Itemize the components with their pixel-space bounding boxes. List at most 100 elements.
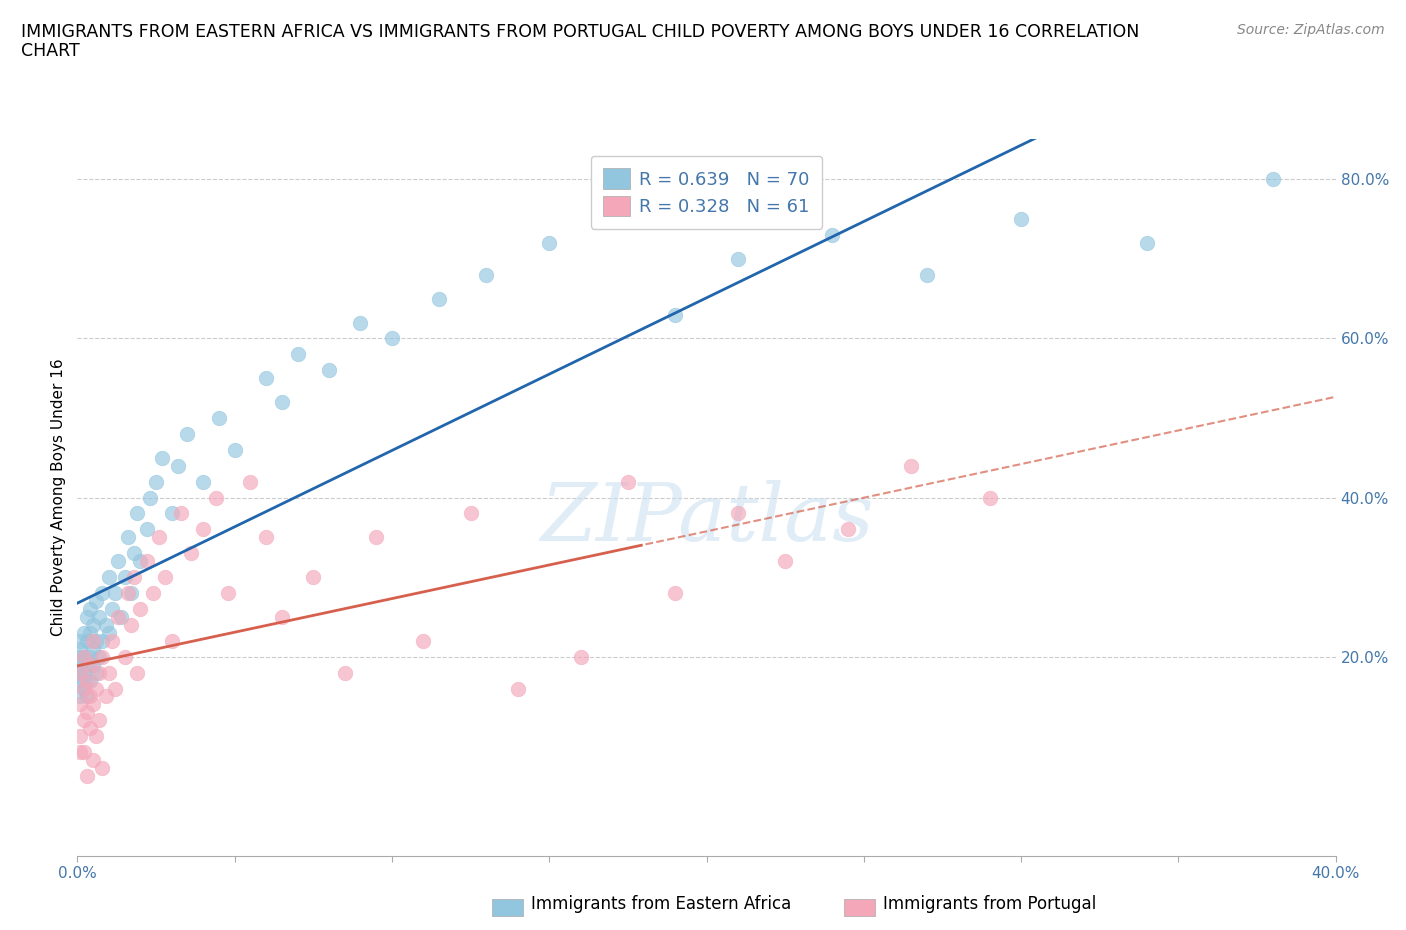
Point (104, 681, 127, 696)
Point (89, 609, 111, 624)
Point (69, 745, 91, 760)
Point (79, 625, 101, 640)
Point (89, 665, 111, 680)
Point (84, 665, 107, 680)
Point (91, 761, 114, 776)
Point (302, 570, 325, 585)
Point (82, 697, 104, 711)
Point (72, 625, 94, 640)
Point (101, 633, 124, 648)
Point (101, 602, 124, 617)
Point (191, 522, 215, 537)
Y-axis label: Child Poverty Among Boys Under 16: Child Poverty Among Boys Under 16 (51, 359, 66, 636)
Point (270, 609, 292, 624)
Point (176, 427, 198, 442)
Point (318, 363, 340, 378)
Text: ZIPatlas: ZIPatlas (540, 480, 873, 558)
Point (76, 633, 98, 648)
Point (69, 665, 91, 680)
Point (217, 586, 239, 601)
Point (142, 586, 165, 601)
Point (79, 649, 101, 664)
Text: IMMIGRANTS FROM EASTERN AFRICA VS IMMIGRANTS FROM PORTUGAL CHILD POVERTY AMONG B: IMMIGRANTS FROM EASTERN AFRICA VS IMMIGR… (21, 23, 1139, 41)
Point (900, 458, 922, 473)
Point (110, 609, 132, 624)
Point (117, 586, 139, 601)
Point (135, 522, 157, 537)
Point (69, 673, 91, 688)
Point (160, 506, 183, 521)
Point (79, 689, 101, 704)
Point (366, 530, 388, 545)
Point (84, 633, 107, 648)
Point (79, 658, 101, 672)
Point (617, 474, 640, 489)
Point (120, 618, 142, 632)
Point (72, 681, 94, 696)
Point (191, 474, 215, 489)
Text: Source: ZipAtlas.com: Source: ZipAtlas.com (1237, 23, 1385, 37)
Point (72, 745, 94, 760)
Point (122, 546, 145, 561)
Point (69, 729, 91, 744)
Point (170, 506, 193, 521)
Point (82, 633, 104, 648)
Point (72, 673, 94, 688)
Legend: R = 0.639   N = 70, R = 0.328   N = 61: R = 0.639 N = 70, R = 0.328 N = 61 (591, 155, 823, 229)
Point (76, 768, 98, 783)
Point (1261, 172, 1284, 187)
Point (84, 593, 107, 608)
Point (1010, 212, 1032, 227)
Point (155, 570, 177, 585)
Point (91, 586, 114, 601)
Point (208, 410, 231, 425)
Point (79, 602, 101, 617)
Text: Immigrants from Eastern Africa: Immigrants from Eastern Africa (531, 895, 792, 913)
Point (69, 665, 91, 680)
Point (76, 689, 98, 704)
Point (254, 530, 277, 545)
Point (117, 530, 139, 545)
Point (89, 649, 111, 664)
Point (104, 586, 127, 601)
Point (76, 609, 98, 624)
Point (82, 618, 104, 632)
Point (76, 673, 98, 688)
Point (82, 752, 104, 767)
Point (84, 729, 107, 744)
Point (127, 506, 149, 521)
Point (72, 665, 94, 680)
Point (148, 530, 170, 545)
Point (76, 658, 98, 672)
Point (79, 673, 101, 688)
Point (91, 633, 114, 648)
Point (180, 546, 202, 561)
Point (538, 235, 561, 250)
Point (97, 665, 120, 680)
Point (72, 649, 94, 664)
Point (381, 331, 404, 346)
Point (333, 665, 356, 680)
Point (72, 681, 94, 696)
Point (150, 450, 173, 465)
Point (114, 649, 136, 664)
Point (979, 490, 1001, 505)
Point (76, 705, 98, 720)
Point (160, 633, 183, 648)
Point (506, 681, 529, 696)
Point (270, 394, 292, 409)
Point (97, 625, 120, 640)
Point (72, 649, 94, 664)
Point (204, 490, 226, 505)
Point (664, 307, 686, 322)
Point (145, 474, 167, 489)
Point (254, 371, 277, 386)
Point (82, 642, 104, 657)
Point (97, 570, 120, 585)
Point (114, 570, 136, 585)
Point (287, 347, 309, 362)
Point (69, 642, 91, 657)
Point (1136, 235, 1159, 250)
Point (821, 228, 844, 243)
Point (120, 586, 142, 601)
